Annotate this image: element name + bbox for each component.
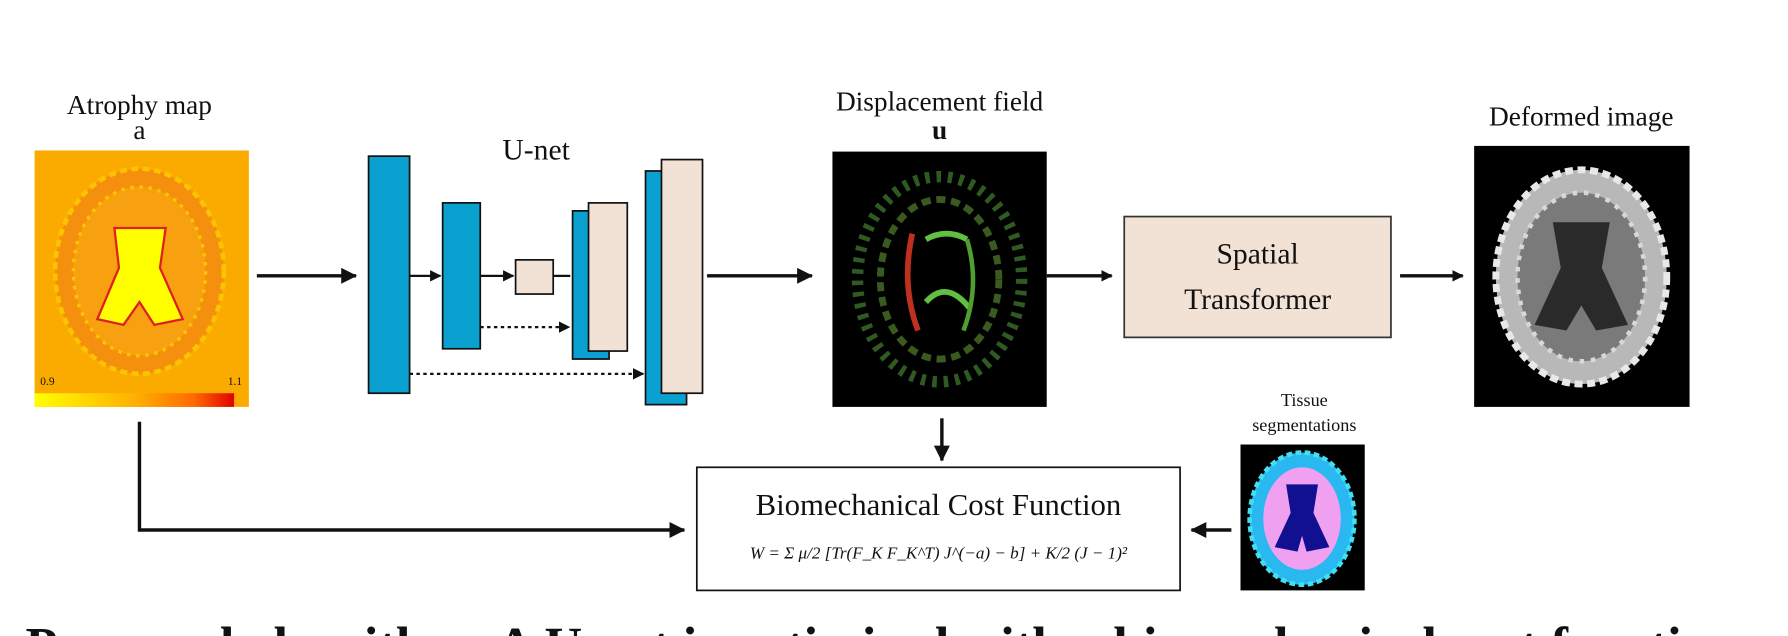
caption: Proposed algorithm: A U-net is optimised…: [25, 617, 1737, 636]
unet-label: U-net: [502, 135, 570, 167]
displacement-symbol: u: [932, 115, 947, 145]
colorbar-max: 1.1: [228, 376, 242, 388]
spatial-transformer-line: Spatial: [1216, 238, 1298, 270]
deformed-title: Deformed image: [1489, 101, 1674, 131]
tissue-title: segmentations: [1252, 415, 1356, 435]
displacement-title: Displacement field: [836, 87, 1044, 117]
cost-function-formula: W = Σ μ/2 [Tr(F_K F_K^T) J^(−a) − b] + K…: [750, 543, 1128, 562]
colorbar-min: 0.9: [40, 376, 55, 388]
atrophy-title: Atrophy map: [67, 90, 212, 120]
cost-function-title: Biomechanical Cost Function: [756, 488, 1122, 522]
spatial-transformer-line: Transformer: [1184, 284, 1331, 316]
arrow: [137, 421, 686, 538]
unet-arrows: [409, 270, 645, 380]
displacement-image: [832, 151, 1047, 407]
tissue-title: Tissue: [1281, 390, 1328, 410]
atrophy-symbol: a: [133, 115, 145, 145]
deformed-image: [1474, 145, 1690, 407]
cost-function-box: [695, 466, 1181, 592]
tissue-image: [1240, 444, 1365, 591]
spatial-transformer-box: [1123, 215, 1392, 339]
atrophy-image: 0.9 1.1: [34, 150, 249, 407]
unet: [367, 155, 704, 406]
